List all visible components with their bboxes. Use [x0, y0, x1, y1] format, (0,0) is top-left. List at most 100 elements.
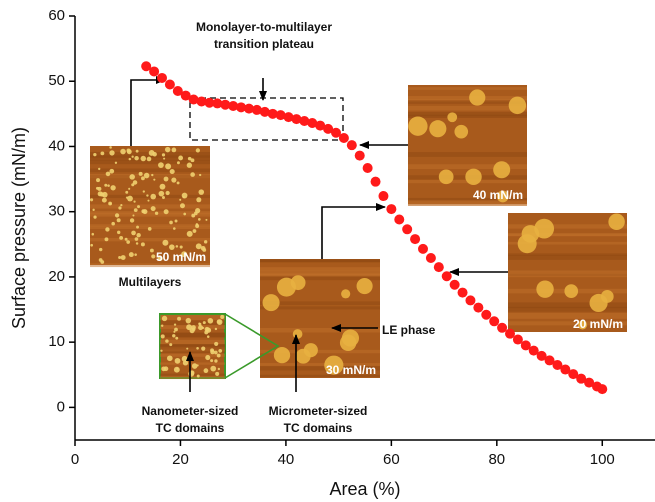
image-domain [162, 196, 165, 199]
image-label: 40 mN/m [473, 188, 523, 202]
data-point [157, 73, 167, 83]
x-tick-label: 20 [172, 451, 189, 468]
image-domain [217, 354, 221, 358]
image-domain [99, 248, 102, 251]
image-domain [590, 294, 608, 312]
afm-images [90, 85, 627, 379]
image-domain [201, 347, 205, 351]
image-domain [133, 180, 138, 185]
image-domain [214, 342, 218, 346]
image-domain [162, 153, 165, 156]
image-stripe [160, 376, 225, 379]
image-domain [91, 233, 94, 236]
image-domain [182, 356, 188, 362]
image-domain [172, 148, 177, 153]
annotation: TC domains [156, 421, 225, 435]
image-domain [106, 172, 111, 177]
image-domain [180, 203, 185, 208]
image-domain [170, 169, 175, 174]
image-domain [99, 258, 103, 262]
data-point [355, 151, 365, 161]
annotation: TC domains [284, 421, 353, 435]
chart: 0102030405060020406080100 Area (%) Surfa… [0, 0, 655, 502]
image-domain [129, 174, 135, 180]
image-domain [159, 191, 165, 197]
image-domain [133, 201, 135, 203]
y-tick-label: 40 [48, 137, 65, 154]
data-point [450, 280, 460, 290]
image-domain [173, 227, 176, 230]
data-point [481, 310, 491, 320]
image-domain [198, 189, 204, 195]
image-domain [196, 197, 201, 202]
y-tick-label: 60 [48, 7, 65, 24]
image-domain [151, 206, 156, 211]
image-domain [196, 148, 200, 152]
image-domain [196, 347, 199, 350]
y-tick-label: 50 [48, 72, 65, 89]
image-domain [172, 334, 175, 337]
x-tick-label: 40 [278, 451, 295, 468]
image-domain [465, 169, 481, 185]
image-domain [102, 192, 108, 198]
data-point [378, 191, 388, 201]
image-domain [134, 156, 138, 160]
image-domain [171, 177, 176, 182]
image-domain [109, 150, 114, 155]
image-domain [127, 149, 132, 154]
data-point [465, 295, 475, 305]
image-domain [125, 191, 128, 194]
image-domain [186, 348, 188, 350]
image-domain [198, 218, 201, 221]
image-domain [192, 363, 198, 369]
afm-image [260, 259, 380, 378]
image-domain [118, 206, 121, 209]
image-domain [469, 89, 485, 105]
image-domain [120, 149, 126, 155]
image-domain [90, 198, 93, 201]
arrow [131, 80, 165, 146]
image-domain [536, 280, 553, 297]
image-domain [136, 150, 139, 153]
image-domain [92, 209, 94, 211]
image-domain [93, 153, 96, 156]
image-domain [214, 351, 218, 355]
image-domain [293, 329, 303, 339]
image-domain [341, 289, 350, 298]
image-domain [90, 244, 93, 247]
image-stripe [260, 259, 380, 262]
image-domain [137, 205, 140, 208]
image-domain [143, 190, 145, 192]
image-domain [136, 233, 140, 237]
afm-image [508, 213, 627, 332]
image-domain [207, 335, 210, 338]
image-domain [454, 125, 468, 139]
image-domain [176, 245, 179, 248]
image-domain [174, 323, 176, 325]
image-stripe [508, 270, 627, 272]
image-domain [214, 359, 217, 362]
image-domain [107, 184, 110, 187]
image-stripe [508, 302, 627, 308]
annotation: Micrometer-sized [269, 404, 368, 418]
image-domain [93, 216, 96, 219]
image-domain [115, 213, 119, 217]
image-domain [447, 112, 457, 122]
image-domain [210, 366, 216, 372]
image-domain [161, 325, 163, 327]
x-tick-label: 80 [488, 451, 505, 468]
annotation: Nanometer-sized [142, 404, 239, 418]
y-tick-label: 10 [48, 333, 65, 350]
annotation: Monolayer-to-multilayer [196, 20, 332, 34]
image-domain [191, 325, 196, 330]
image-domain [195, 224, 199, 228]
image-domain [165, 163, 171, 169]
data-point [442, 271, 452, 281]
image-domain [169, 221, 173, 225]
image-domain [121, 255, 126, 260]
image-domain [493, 161, 510, 178]
image-stripe [508, 273, 627, 278]
image-domain [263, 294, 280, 311]
data-point [489, 316, 499, 326]
image-stripe [408, 87, 527, 90]
